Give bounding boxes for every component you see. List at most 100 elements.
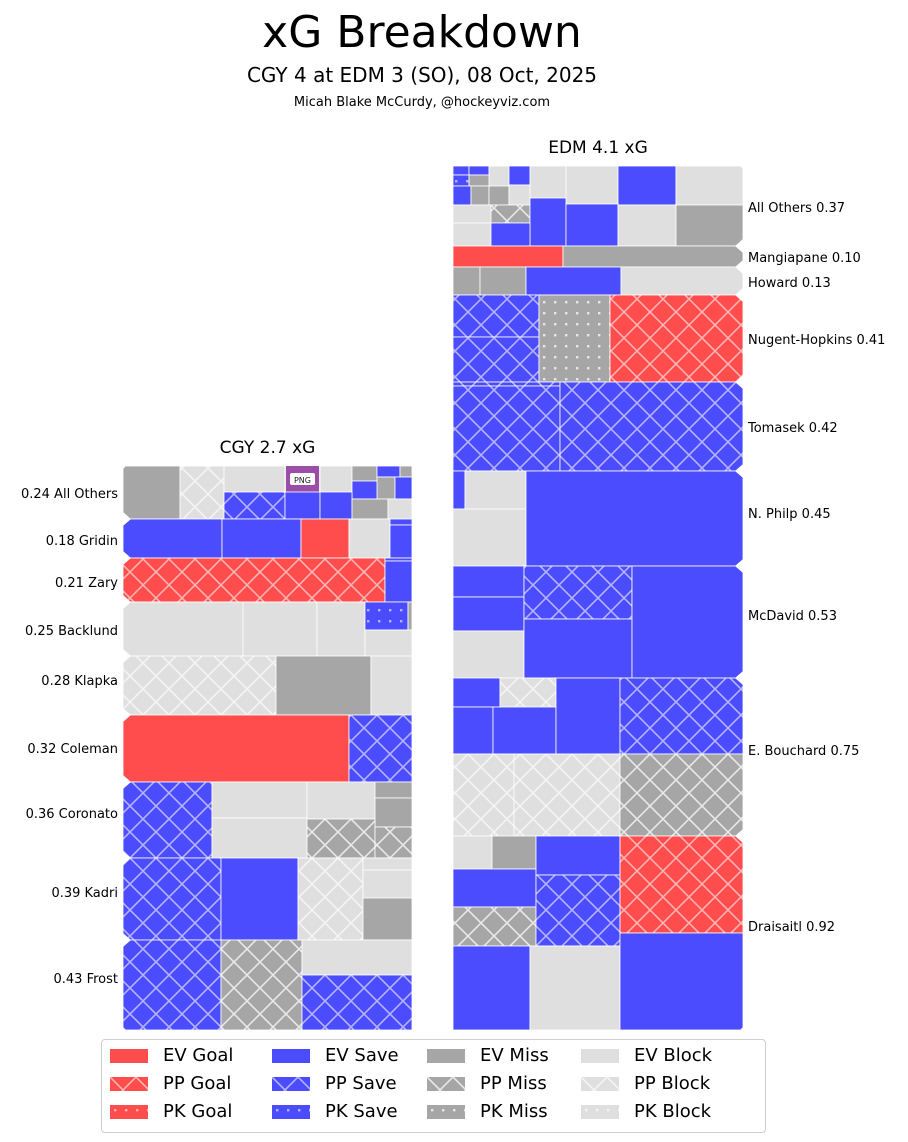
legend-label: PP Save [325,1073,397,1094]
shot-tile-ev-block [387,498,413,520]
player-block-frost [122,939,413,1031]
legend-label: PK Goal [163,1101,233,1122]
shot-tile-ev-miss [376,476,396,500]
legend-swatch [581,1077,619,1091]
player-block-howard [452,266,744,296]
shot-tile-ev-save [452,596,525,632]
legend-item-pp-save: PP Save [272,1072,422,1098]
player-block-klapka [122,655,413,716]
player-block-n-philp [452,470,744,567]
shot-tile-pp-save [523,565,633,620]
shot-tile-ev-save [619,932,744,1031]
player-label: Nugent-Hopkins 0.41 [748,333,885,348]
row-notch [123,933,131,947]
shot-tile-ev-block [508,184,531,206]
shot-tile-ev-save [529,197,567,247]
shot-tile-ev-save [221,518,302,559]
shot-tile-ev-miss [491,835,537,870]
row-notch [735,671,743,685]
shot-tile-ev-miss [374,781,413,799]
shot-tile-ev-block [529,945,621,1031]
shot-tile-ev-block [675,165,744,206]
shot-tile-ev-block [301,939,413,976]
player-label: 0.21 Zary [55,576,118,591]
legend-swatch [272,1077,310,1091]
shot-tile-pk-save [452,174,470,187]
shot-tile-ev-goal [452,245,564,268]
player-label: 0.36 Coronato [26,807,118,822]
shot-tile-pp-miss [452,906,537,947]
row-notch [735,288,743,302]
shot-tile-ev-miss [479,266,527,296]
shot-tile-pp-save [301,974,413,1031]
shot-tile-ev-block [242,601,318,657]
legend-swatch [110,1049,148,1063]
shot-tile-ev-save [631,565,744,679]
player-label: 0.32 Coleman [27,742,118,757]
legend-item-pp-block: PP Block [581,1072,731,1098]
shot-tile-ev-miss [122,465,181,520]
player-label: 0.24 All Others [21,487,118,502]
shot-tile-pp-save [122,781,213,859]
shot-tile-pp-block [452,753,515,837]
row-notch [735,239,743,253]
shot-tile-ev-block [223,465,286,493]
legend-swatch [272,1049,310,1063]
legend-swatch [110,1105,148,1119]
shot-tile-pp-save [122,857,222,941]
shot-tile-ev-save [122,518,223,559]
shot-tile-ev-save [452,185,472,206]
player-label: McDavid 0.53 [748,609,837,624]
shot-tile-ev-block [211,781,308,819]
shot-tile-ev-save [351,480,378,500]
player-label: 0.28 Klapka [41,674,118,689]
shot-tile-ev-save [389,518,413,526]
shot-tile-ev-miss [351,498,389,520]
shot-tile-ev-block [452,204,492,224]
shot-tile-ev-block [362,869,413,899]
shot-tile-ev-goal [300,518,350,559]
shot-tile-pp-goal [619,835,744,934]
player-label: Tomasek 0.42 [747,421,838,436]
shot-tile-ev-save [384,560,413,603]
legend-swatch [581,1105,619,1119]
row-notch [735,829,743,843]
shot-tile-ev-miss [399,465,413,478]
legend-label: EV Goal [163,1045,234,1066]
shot-tile-ev-save [468,165,490,176]
shot-tile-ev-block [488,165,510,188]
shot-tile-pp-save [348,714,413,783]
shot-tile-ev-save [452,677,501,708]
shot-tile-ev-block [565,165,619,205]
player-label: 0.39 Kadri [51,886,118,901]
legend-label: PP Goal [163,1073,232,1094]
shot-tile-ev-save [535,835,621,876]
legend-swatch [110,1077,148,1091]
shot-tile-pp-goal [609,294,744,383]
player-block-mcdavid [452,565,744,679]
shot-tile-ev-block [316,601,366,657]
legend-swatch [427,1105,465,1119]
shot-tile-pp-goal [122,557,386,603]
cgy-team-heading: CGY 2.7 xG [219,438,316,458]
shot-tile-ev-save [555,677,621,755]
row-notch [123,775,131,789]
legend-label: EV Block [634,1045,713,1066]
shot-tile-ev-block [452,630,525,679]
shot-tile-ev-save [508,165,531,186]
row-notch [735,559,743,573]
legend-item-pk-save: PK Save [272,1100,422,1126]
png-badge-bg [290,473,315,485]
shot-tile-ev-block [122,601,244,657]
player-label: 0.43 Frost [54,972,119,987]
shot-tile-ev-save [525,470,744,567]
corner-mask [740,166,743,169]
shot-tile-pp-save [452,294,540,338]
player-block-kadri [122,857,413,941]
row-notch [735,375,743,389]
legend-item-ev-miss: EV Miss [427,1044,577,1070]
shot-tile-pp-miss [619,753,744,837]
legend-label: PK Miss [480,1101,548,1122]
shot-tile-ev-save [284,491,321,520]
player-block-all-others: PNG [122,465,413,520]
